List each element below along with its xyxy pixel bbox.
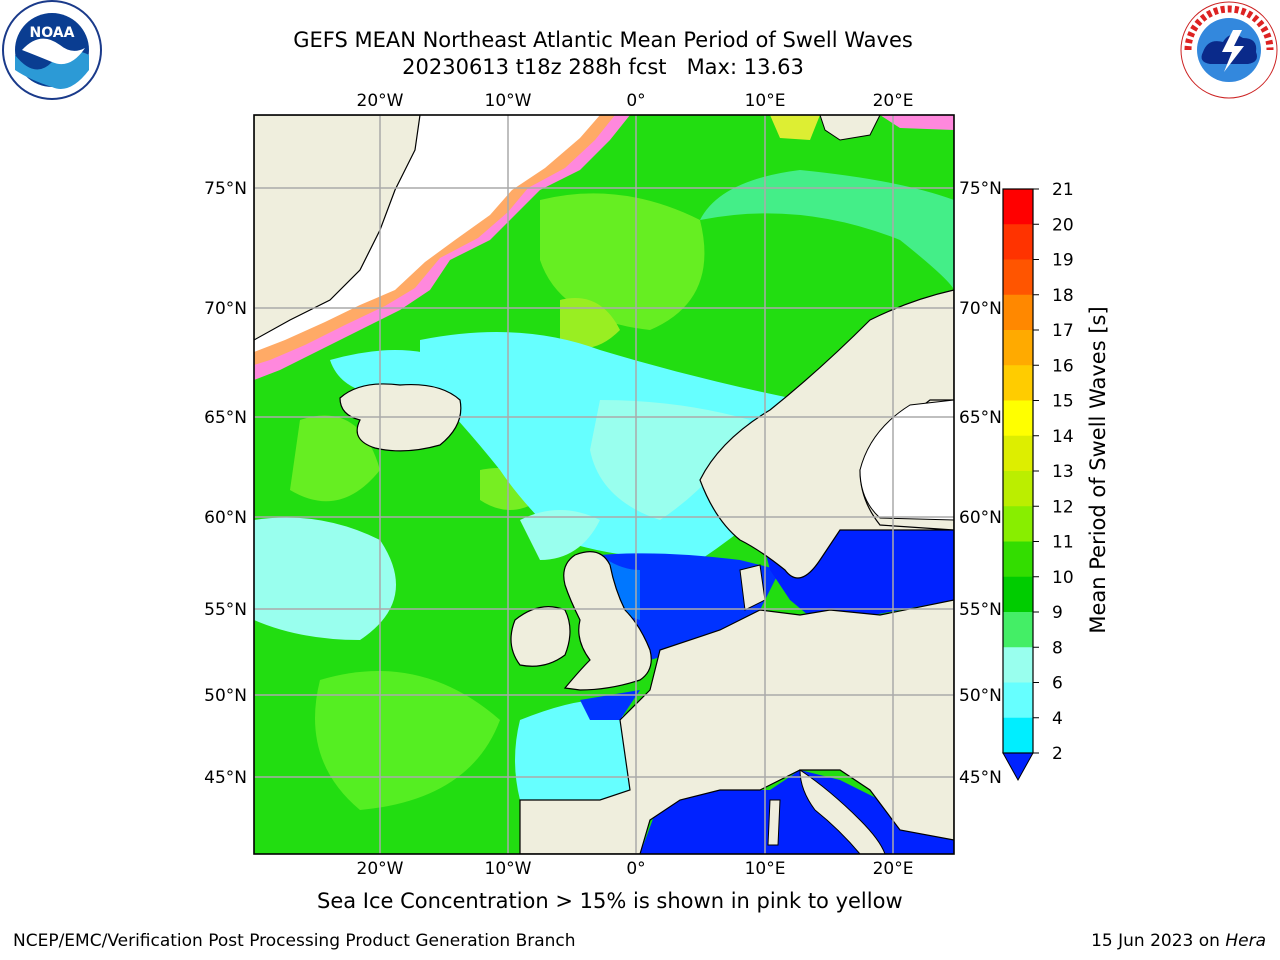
- lat-label-left: 50°N: [204, 686, 247, 706]
- colorbar-under-arrow: [1002, 752, 1034, 782]
- colorbar-tick-label: 13: [1052, 462, 1074, 482]
- colorbar-tick-label: 20: [1052, 215, 1074, 235]
- credit-left: NCEP/EMC/Verification Post Processing Pr…: [13, 931, 576, 951]
- lat-label-left: 55°N: [204, 600, 247, 620]
- lat-label-left: 45°N: [204, 768, 247, 788]
- credit-right: 15 Jun 2023 on Hera: [1091, 931, 1266, 951]
- colorbar-segment: [1003, 294, 1033, 331]
- colorbar-tick-label: 10: [1052, 568, 1074, 588]
- noaa-logo: NOAA: [2, 0, 102, 100]
- colorbar-tick-label: 17: [1052, 321, 1074, 341]
- colorbar-tick-label: 4: [1052, 709, 1063, 729]
- colorbar-tick-label: 15: [1052, 392, 1074, 412]
- lon-label-bottom: 0°: [626, 859, 645, 879]
- noaa-logo-text: NOAA: [30, 25, 75, 41]
- colorbar-segment: [1003, 576, 1033, 613]
- colorbar-tick-label: 8: [1052, 638, 1063, 658]
- colorbar-segment: [1003, 717, 1033, 754]
- map-frame: [253, 114, 955, 855]
- lon-label-top: 0°: [626, 91, 645, 111]
- lat-label-right: 70°N: [959, 299, 1002, 319]
- colorbar-segment: [1003, 612, 1033, 648]
- chart-title-line1: GEFS MEAN Northeast Atlantic Mean Period…: [293, 28, 913, 52]
- lon-label-top: 20°E: [873, 91, 914, 111]
- colorbar-segment: [1003, 365, 1033, 401]
- colorbar-segment: [1003, 541, 1033, 578]
- lon-label-bottom: 10°W: [485, 859, 532, 879]
- lon-label-top: 10°W: [485, 91, 532, 111]
- lat-label-right: 55°N: [959, 600, 1002, 620]
- lat-label-right: 60°N: [959, 508, 1002, 528]
- colorbar-tick-label: 14: [1052, 427, 1074, 447]
- colorbar-segment: [1003, 471, 1033, 507]
- colorbar-tick-label: 21: [1052, 180, 1074, 200]
- colorbar-segment: [1003, 682, 1033, 719]
- colorbar-tick-label: 11: [1052, 533, 1074, 553]
- colorbar-tick-label: 6: [1052, 674, 1063, 694]
- colorbar-segment: [1003, 506, 1033, 542]
- lon-label-bottom: 20°W: [357, 859, 404, 879]
- colorbar-segment: [1003, 647, 1033, 683]
- colorbar-segment: [1003, 259, 1033, 296]
- colorbar-segment: [1003, 330, 1033, 366]
- map-field: [254, 115, 954, 854]
- sea-ice-caption: Sea Ice Concentration > 15% is shown in …: [317, 889, 903, 913]
- colorbar-segment: [1003, 224, 1033, 260]
- colorbar-tick-label: 19: [1052, 251, 1074, 271]
- colorbar-tick-label: 9: [1052, 603, 1063, 623]
- lon-label-top: 10°E: [745, 91, 786, 111]
- lat-label-left: 60°N: [204, 508, 247, 528]
- lat-label-right: 50°N: [959, 686, 1002, 706]
- colorbar-segment: [1003, 189, 1033, 225]
- lat-label-left: 65°N: [204, 408, 247, 428]
- colorbar-tick-label: 2: [1052, 744, 1063, 764]
- lon-label-bottom: 20°E: [873, 859, 914, 879]
- colorbar-segment: [1003, 435, 1033, 472]
- lat-label-right: 45°N: [959, 768, 1002, 788]
- lat-label-left: 70°N: [204, 299, 247, 319]
- lat-label-right: 65°N: [959, 408, 1002, 428]
- graticule: [254, 115, 954, 854]
- lon-label-top: 20°W: [357, 91, 404, 111]
- chart-title-line2: 20230613 t18z 288h fcst Max: 13.63: [402, 55, 804, 79]
- nws-logo: [1180, 1, 1278, 99]
- colorbar-tick-label: 16: [1052, 356, 1074, 376]
- colorbar-segment: [1003, 400, 1033, 437]
- lon-label-bottom: 10°E: [745, 859, 786, 879]
- colorbar-label: Mean Period of Swell Waves [s]: [1086, 306, 1110, 634]
- credit-host: Hera: [1225, 931, 1266, 951]
- lat-label-right: 75°N: [959, 179, 1002, 199]
- credit-date: 15 Jun 2023 on: [1091, 931, 1226, 951]
- colorbar-tick-label: 18: [1052, 286, 1074, 306]
- lat-label-left: 75°N: [204, 179, 247, 199]
- colorbar-tick-label: 12: [1052, 497, 1074, 517]
